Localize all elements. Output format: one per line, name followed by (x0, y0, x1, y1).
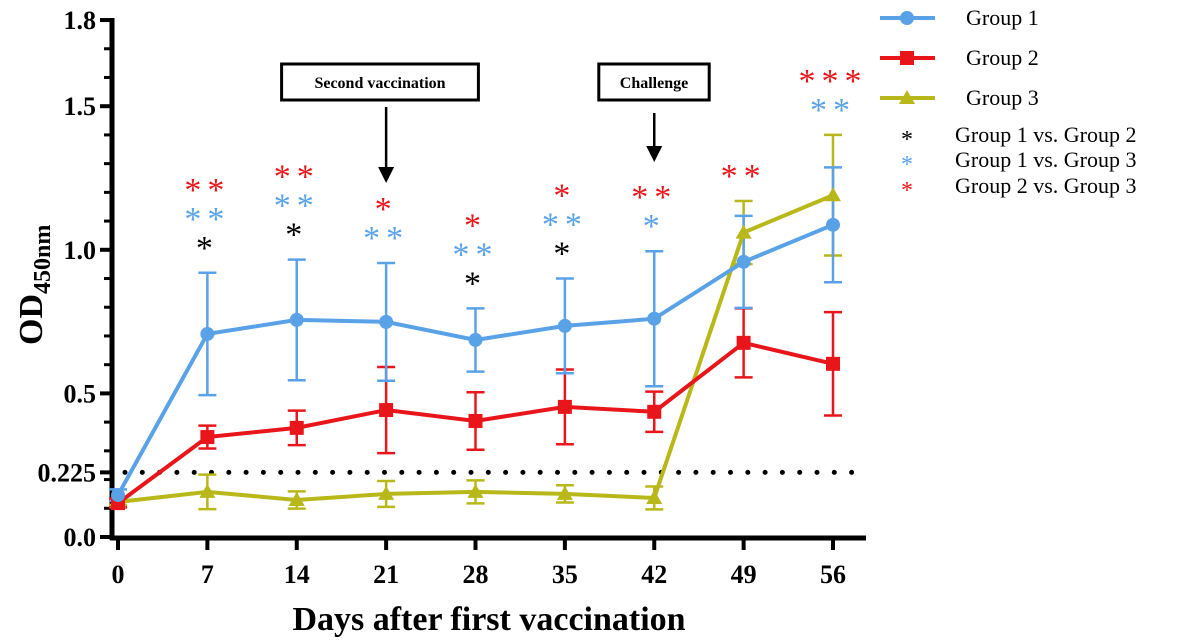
annotation-box (597, 62, 711, 102)
y-tick-label: 1.5 (64, 92, 97, 121)
data-point-group-1 (289, 312, 304, 327)
significance-marker: * (553, 236, 576, 273)
data-point-group-2 (826, 356, 840, 371)
significance-marker: ** (274, 159, 320, 196)
legend-asterisk-icon: * (901, 127, 913, 153)
data-point-group-3 (646, 489, 663, 504)
data-point-group-3 (467, 483, 484, 498)
significance-marker: ** (184, 201, 230, 238)
data-point-group-1 (111, 488, 125, 503)
x-tick-label: 21 (373, 560, 399, 589)
data-point-group-2 (647, 404, 662, 419)
significance-marker: * (285, 217, 308, 254)
significance-marker: ** (631, 179, 677, 216)
x-tick-label: 7 (201, 560, 214, 589)
significance-marker: ** (721, 158, 767, 195)
annotation-label: Second vaccination (314, 75, 445, 92)
data-point-group-2 (736, 335, 751, 350)
data-point-group-2 (557, 399, 572, 414)
y-tick-label: 0.5 (64, 379, 97, 408)
legend-label: Group 1 (966, 5, 1039, 30)
significance-marker: ** (274, 188, 320, 225)
significance-marker: * (196, 230, 219, 267)
significance-marker: * (375, 191, 398, 228)
x-tick-label: 28 (463, 560, 489, 589)
significance-marker: * (643, 208, 666, 245)
data-point-group-1 (200, 326, 215, 341)
x-tick-label: 56 (820, 560, 846, 589)
significance-marker: ** (453, 236, 499, 273)
y-tick-label: 0.225 (38, 458, 97, 487)
legend-label: Group 1 vs. Group 3 (955, 147, 1137, 172)
significance-marker: * (553, 178, 576, 215)
significance-marker: ** (810, 92, 856, 129)
significance-marker: ** (184, 172, 230, 209)
legend-marker (900, 51, 914, 65)
y-axis-title-subscript: 450nm (30, 225, 56, 294)
significance-marker: ** (363, 220, 409, 257)
legend-asterisk-icon: * (901, 178, 913, 204)
legend-asterisk-icon: * (901, 152, 913, 178)
x-tick-label: 0 (112, 560, 125, 589)
x-tick-label: 14 (284, 560, 310, 589)
legend-label: Group 2 (966, 45, 1039, 70)
data-point-group-3 (288, 491, 305, 506)
data-point-group-1 (647, 311, 662, 326)
y-axis-title-main: OD (13, 294, 50, 345)
significance-marker: *** (799, 63, 868, 100)
x-axis-title: Days after first vaccination (292, 601, 685, 638)
y-axis-title: OD450nm (13, 225, 56, 345)
data-point-group-1 (379, 314, 394, 329)
legend-label: Group 3 (966, 85, 1039, 110)
legend-marker (900, 11, 914, 25)
x-tick-label: 49 (731, 560, 757, 589)
significance-marker: * (464, 265, 487, 302)
data-point-group-2 (289, 420, 304, 435)
x-tick-label: 42 (641, 560, 667, 589)
annotation-label: Challenge (620, 75, 688, 92)
legend-label: Group 2 vs. Group 3 (955, 173, 1137, 198)
x-tick-label: 35 (552, 560, 578, 589)
y-tick-label: 0.0 (64, 523, 97, 552)
legend-label: Group 1 vs. Group 2 (955, 122, 1137, 147)
data-point-group-3 (199, 483, 216, 498)
legend-marker (899, 90, 915, 104)
data-point-group-3 (825, 187, 841, 202)
data-point-group-1 (468, 332, 483, 347)
data-point-group-3 (556, 485, 573, 500)
data-point-group-2 (200, 430, 215, 445)
data-point-group-3 (378, 485, 395, 500)
data-point-group-1 (826, 217, 840, 232)
data-point-group-1 (557, 318, 572, 333)
arrow-head-icon (378, 167, 395, 183)
data-point-group-3 (735, 224, 752, 239)
annotation-box (280, 62, 480, 102)
y-tick-label: 1.8 (64, 6, 97, 35)
significance-marker: * (464, 207, 487, 244)
y-tick-label: 1.0 (64, 236, 97, 265)
data-point-group-2 (468, 413, 483, 428)
significance-marker: ** (542, 207, 588, 244)
data-point-group-1 (736, 254, 751, 269)
arrow-head-icon (646, 146, 663, 162)
data-point-group-2 (379, 403, 394, 418)
